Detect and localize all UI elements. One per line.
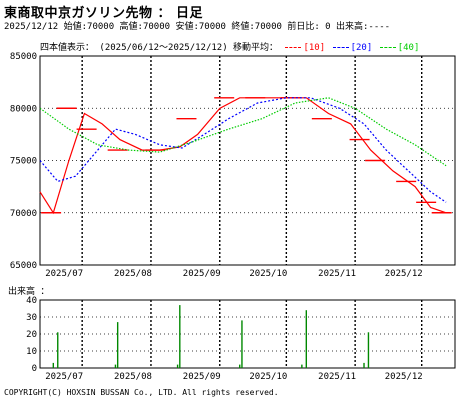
volume-y-tick-label: 40 bbox=[26, 296, 37, 306]
y-tick-label: 85000 bbox=[10, 52, 37, 62]
ma-line-20 bbox=[39, 97, 447, 203]
volume-x-tick-label: 2025/09 bbox=[183, 372, 221, 382]
y-tick-label: 80000 bbox=[10, 104, 37, 114]
volume-y-tick-label: 30 bbox=[26, 313, 37, 323]
legend: 四本値表示： (2025/06/12～2025/12/12) 移動平均： [10… bbox=[40, 40, 419, 53]
x-tick-label: 2025/07 bbox=[45, 269, 83, 279]
ohlc-info: 2025/12/12 始値:70000 高値:70000 安値:70000 終値… bbox=[4, 22, 391, 32]
x-tick-label: 2025/12 bbox=[385, 269, 423, 279]
volume-x-tick-label: 2025/12 bbox=[385, 372, 423, 382]
y-tick-label: 75000 bbox=[10, 157, 37, 167]
legend-ma20: [20] bbox=[331, 43, 372, 53]
copyright: COPYRIGHT(C) HOXSIN BUSSAN Co., LTD. All… bbox=[4, 388, 279, 397]
chart-title: 東商取中京ガソリン先物 ： 日足 bbox=[4, 6, 204, 21]
volume-x-tick-label: 2025/08 bbox=[114, 372, 152, 382]
y-tick-label: 70000 bbox=[10, 209, 37, 219]
volume-label: 出来高 ： bbox=[8, 287, 50, 297]
volume-y-tick-label: 0 bbox=[32, 364, 37, 374]
legend-ma40: [40] bbox=[378, 43, 419, 53]
x-tick-label: 2025/11 bbox=[318, 269, 356, 279]
x-tick-label: 2025/09 bbox=[183, 269, 221, 279]
x-tick-label: 2025/10 bbox=[249, 269, 287, 279]
volume-y-tick-label: 10 bbox=[26, 347, 37, 357]
volume-y-tick-label: 20 bbox=[26, 330, 37, 340]
legend-label: 四本値表示： (2025/06/12～2025/12/12) 移動平均： bbox=[40, 43, 279, 53]
volume-x-tick-label: 2025/07 bbox=[45, 372, 83, 382]
y-tick-label: 65000 bbox=[10, 261, 37, 271]
volume-x-tick-label: 2025/10 bbox=[249, 372, 287, 382]
ma-line-10 bbox=[39, 97, 447, 215]
x-tick-label: 2025/08 bbox=[114, 269, 152, 279]
volume-x-tick-label: 2025/11 bbox=[318, 372, 356, 382]
legend-ma10: [10] bbox=[283, 43, 325, 53]
